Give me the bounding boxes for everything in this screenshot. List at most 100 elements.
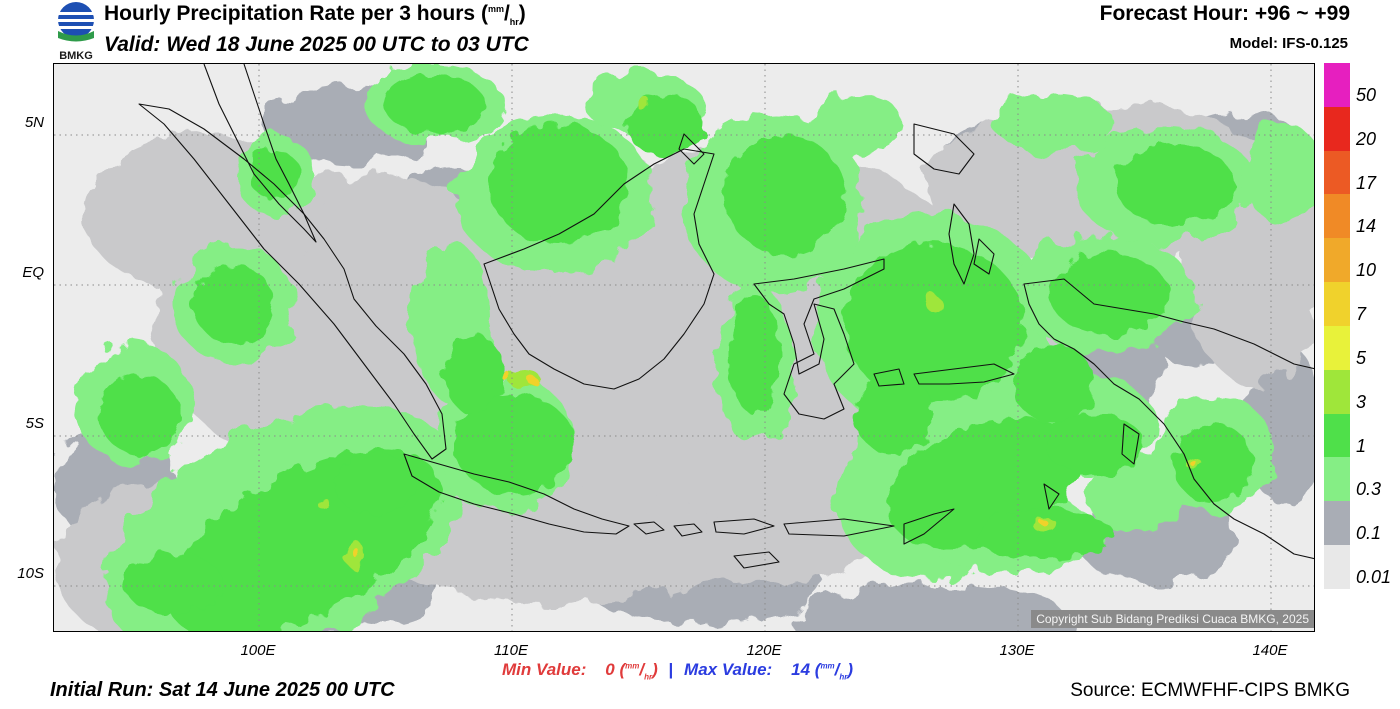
rain-cell — [974, 509, 1114, 559]
rain-cell — [1191, 461, 1197, 467]
rain-cell — [444, 334, 504, 414]
initial-run: Initial Run: Sat 14 June 2025 00 UTC — [50, 679, 395, 701]
legend-label: 20 — [1356, 128, 1377, 149]
rain-cell — [99, 374, 179, 454]
rain-cell — [454, 394, 574, 494]
lon-label-100e: 100E — [240, 642, 276, 659]
legend-label: 50 — [1356, 84, 1377, 105]
rain-cell — [384, 74, 484, 134]
coastline — [403, 453, 630, 535]
legend-label: 17 — [1356, 172, 1377, 193]
max-value: Max Value: 14 (mm/hr) — [684, 660, 854, 682]
rain-cell — [194, 264, 274, 344]
legend-swatch — [1324, 413, 1350, 458]
coastline — [138, 103, 447, 460]
coastline — [733, 551, 780, 569]
legend-swatch — [1324, 106, 1350, 151]
coastline — [678, 133, 705, 165]
legend-swatch — [1324, 369, 1350, 414]
map-title: Hourly Precipitation Rate per 3 hours (m… — [104, 2, 526, 27]
legend-swatch — [1324, 545, 1350, 589]
rain-cell — [1049, 254, 1169, 334]
coastline — [1121, 423, 1140, 465]
data-source: Source: ECMWFHF-CIPS BMKG — [1070, 680, 1350, 701]
lon-label-130e: 130E — [999, 642, 1035, 659]
legend-swatch — [1324, 325, 1350, 370]
rain-cell — [794, 584, 1074, 631]
coastline — [783, 518, 895, 537]
legend-label: 1 — [1356, 435, 1367, 456]
precipitation-map — [53, 63, 1315, 632]
legend-label: 0.01 — [1356, 567, 1392, 587]
rain-cell — [994, 94, 1114, 154]
lat-label-5n: 5N — [24, 114, 44, 131]
rain-cell — [124, 554, 224, 614]
coastline — [1043, 483, 1060, 510]
coastline — [913, 123, 975, 175]
rain-cell — [624, 94, 704, 154]
model-name: Model: IFS-0.125 — [1229, 35, 1348, 52]
legend-swatch — [1324, 282, 1350, 326]
bmkg-logo: BMKG — [50, 0, 102, 62]
min-max-values: Min Value: 0 (mm/hr) | Max Value: 14 (mm… — [502, 660, 853, 681]
coastline — [973, 238, 995, 275]
min-max-separator: | — [668, 660, 674, 679]
rain-cell — [1244, 124, 1314, 224]
title-unit: (mm/hr) — [480, 2, 526, 28]
lat-label-eq: EQ — [22, 264, 44, 281]
legend-label: 0.1 — [1356, 523, 1382, 544]
coastlines — [138, 64, 1314, 569]
lat-label-5s: 5S — [25, 415, 44, 432]
rain-cell — [353, 550, 361, 558]
map-canvas — [54, 64, 1314, 631]
rain-cell — [854, 374, 934, 454]
coastline — [913, 363, 1015, 385]
rain-cell — [374, 484, 734, 604]
legend-swatch — [1324, 501, 1350, 546]
rain-cell — [926, 296, 942, 312]
svg-text:BMKG: BMKG — [59, 50, 93, 62]
rain-cell — [844, 244, 1024, 404]
coastline — [753, 258, 885, 420]
bmkg-logo-icon: BMKG — [58, 2, 94, 62]
lon-label-120e: 120E — [746, 642, 782, 659]
coastline — [948, 203, 975, 285]
legend-label: 10 — [1356, 260, 1377, 281]
legend-label: 14 — [1356, 216, 1377, 237]
legend-label: 3 — [1356, 391, 1367, 412]
rain-cell — [1044, 414, 1144, 474]
rain-heavy-layer — [318, 98, 1202, 568]
rain-cell — [501, 372, 511, 380]
valid-time: Valid: Wed 18 June 2025 00 UTC to 03 UTC — [104, 33, 529, 56]
rain-cell — [729, 294, 779, 414]
rain-cell — [1174, 424, 1254, 504]
rain-cell — [489, 124, 629, 244]
rain-cell — [1014, 344, 1094, 424]
coastline — [903, 508, 955, 545]
legend-label: 7 — [1356, 304, 1367, 324]
coastline — [633, 521, 665, 535]
coastline — [713, 518, 775, 535]
forecast-hour: Forecast Hour: +96 ~ +99 — [1099, 2, 1350, 25]
coastline — [1023, 278, 1314, 560]
map-gridlines — [54, 64, 1314, 631]
legend-swatch — [1324, 150, 1350, 195]
min-value: Min Value: 0 (mm/hr) — [502, 660, 658, 682]
legend-swatch — [1324, 457, 1350, 502]
map-title-text: Hourly Precipitation Rate per 3 hours — [104, 2, 476, 25]
rain-cell — [1038, 518, 1046, 524]
rain-cell — [318, 498, 330, 510]
rain-cell — [1114, 144, 1234, 224]
rain-cell — [636, 98, 652, 110]
rain-cell — [249, 149, 299, 199]
legend-label: 5 — [1356, 347, 1367, 368]
coastline — [203, 64, 317, 243]
rain-cell — [1032, 516, 1056, 532]
lat-label-10s: 10S — [17, 565, 44, 582]
legend-label: 0.3 — [1356, 479, 1382, 500]
color-legend — [1324, 63, 1350, 589]
legend-swatch — [1324, 63, 1350, 107]
rain-cell — [724, 134, 844, 254]
rain-1-layer — [99, 74, 1254, 631]
legend-swatch — [1324, 194, 1350, 239]
